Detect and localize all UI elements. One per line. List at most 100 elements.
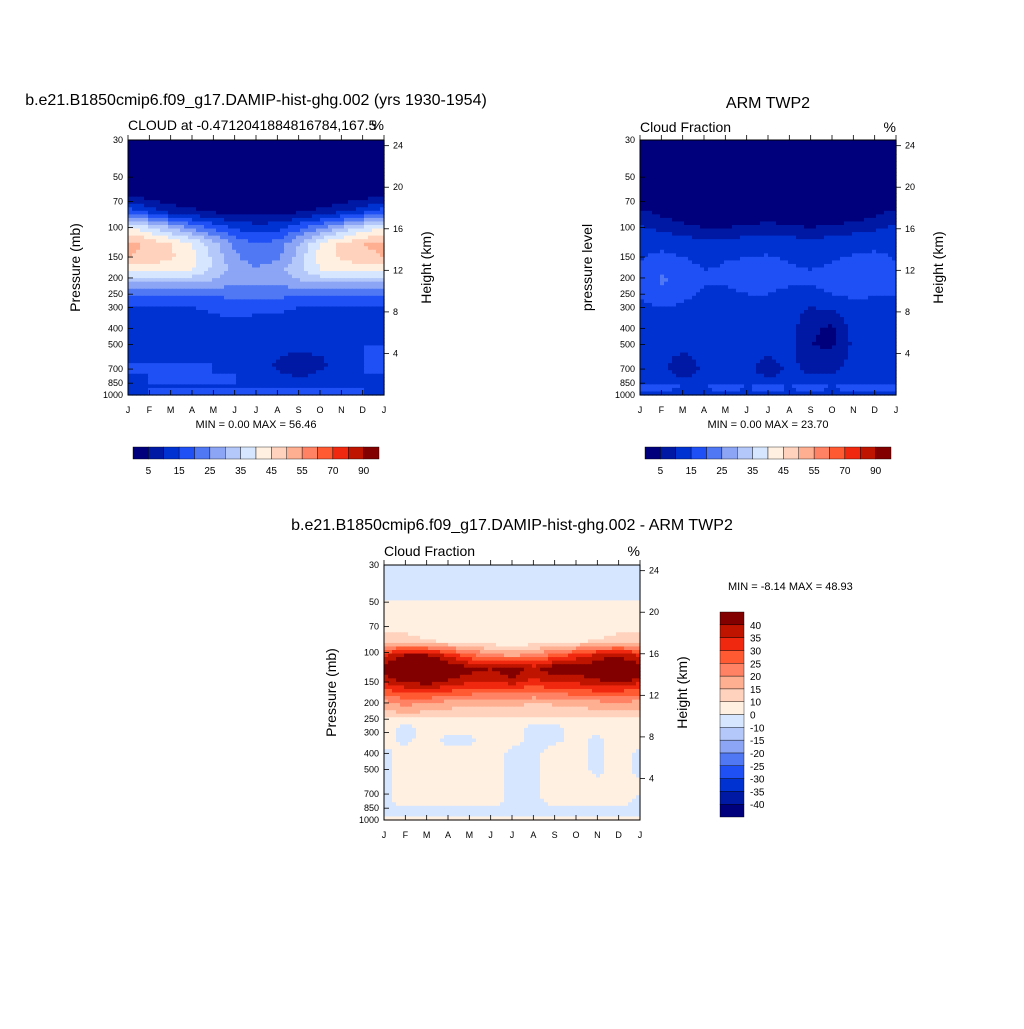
contour-cell bbox=[300, 243, 305, 247]
contour-cell bbox=[256, 161, 261, 165]
contour-cell bbox=[204, 275, 209, 279]
contour-cell bbox=[304, 250, 309, 254]
contour-cell bbox=[228, 264, 233, 268]
contour-cell bbox=[232, 161, 237, 165]
contour-cell bbox=[664, 144, 669, 148]
contour-cell bbox=[344, 197, 349, 201]
contour-cell bbox=[248, 310, 253, 314]
contour-cell bbox=[348, 324, 353, 328]
contour-cell bbox=[308, 260, 313, 264]
contour-cell bbox=[348, 360, 353, 364]
contour-cell bbox=[356, 335, 361, 339]
contour-cell bbox=[176, 172, 181, 176]
contour-cell bbox=[348, 377, 353, 381]
contour-cell bbox=[176, 154, 181, 158]
contour-cell bbox=[836, 140, 841, 144]
contour-cell bbox=[172, 349, 177, 353]
contour-cell bbox=[356, 147, 361, 151]
contour-cell bbox=[204, 151, 209, 155]
contour-cell bbox=[296, 363, 301, 367]
contour-cell bbox=[172, 221, 177, 225]
contour-cell bbox=[292, 328, 297, 332]
contour-cell bbox=[148, 204, 153, 208]
contour-cell bbox=[372, 338, 377, 342]
contour-cell bbox=[236, 292, 241, 296]
contour-cell bbox=[268, 324, 273, 328]
contour-cell bbox=[196, 285, 201, 289]
contour-cell bbox=[788, 151, 793, 155]
colorbar-swatch bbox=[256, 447, 271, 459]
contour-cell bbox=[204, 218, 209, 222]
contour-cell bbox=[360, 144, 365, 148]
contour-cell bbox=[152, 353, 157, 357]
contour-cell bbox=[176, 207, 181, 211]
contour-cell bbox=[332, 271, 337, 275]
contour-cell bbox=[140, 179, 145, 183]
contour-cell bbox=[224, 271, 229, 275]
contour-cell bbox=[876, 151, 881, 155]
contour-cell bbox=[316, 229, 321, 233]
contour-cell bbox=[236, 211, 241, 215]
contour-cell bbox=[304, 331, 309, 335]
contour-cell bbox=[664, 140, 669, 144]
contour-cell bbox=[200, 303, 205, 307]
contour-cell bbox=[352, 338, 357, 342]
contour-cell bbox=[364, 197, 369, 201]
contour-cell bbox=[284, 257, 289, 261]
contour-cell bbox=[288, 289, 293, 293]
contour-cell bbox=[228, 275, 233, 279]
contour-cell bbox=[196, 335, 201, 339]
contour-cell bbox=[312, 374, 317, 378]
contour-cell bbox=[164, 179, 169, 183]
contour-cell bbox=[340, 207, 345, 211]
contour-cell bbox=[132, 257, 137, 261]
contour-cell bbox=[192, 204, 197, 208]
contour-cell bbox=[280, 335, 285, 339]
contour-cell bbox=[308, 331, 313, 335]
contour-cell bbox=[360, 207, 365, 211]
contour-cell bbox=[808, 151, 813, 155]
contour-cell bbox=[296, 321, 301, 325]
contour-cell bbox=[284, 147, 289, 151]
contour-cell bbox=[372, 151, 377, 155]
contour-cell bbox=[376, 200, 381, 204]
contour-cell bbox=[340, 161, 345, 165]
contour-cell bbox=[376, 144, 381, 148]
contour-cell bbox=[676, 151, 681, 155]
contour-cell bbox=[208, 321, 213, 325]
contour-cell bbox=[316, 303, 321, 307]
contour-cell bbox=[140, 349, 145, 353]
contour-cell bbox=[288, 370, 293, 374]
contour-cell bbox=[300, 268, 305, 272]
contour-cell bbox=[216, 151, 221, 155]
contour-cell bbox=[144, 278, 149, 282]
contour-cell bbox=[328, 221, 333, 225]
contour-cell bbox=[296, 331, 301, 335]
contour-cell bbox=[688, 140, 693, 144]
contour-cell bbox=[324, 257, 329, 261]
contour-cell bbox=[220, 314, 225, 318]
contour-cell bbox=[144, 285, 149, 289]
contour-cell bbox=[364, 175, 369, 179]
contour-cell bbox=[356, 289, 361, 293]
colorbar-label: 70 bbox=[327, 466, 339, 477]
contour-cell bbox=[320, 342, 325, 346]
contour-cell bbox=[376, 331, 381, 335]
contour-cell bbox=[324, 214, 329, 218]
contour-cell bbox=[308, 345, 313, 349]
contour-cell bbox=[344, 147, 349, 151]
contour-cell bbox=[260, 367, 265, 371]
contour-cell bbox=[240, 356, 245, 360]
contour-cell bbox=[328, 183, 333, 187]
contour-cell bbox=[340, 349, 345, 353]
contour-cell bbox=[300, 321, 305, 325]
contour-cell bbox=[328, 342, 333, 346]
contour-cell bbox=[188, 207, 193, 211]
contour-cell bbox=[376, 190, 381, 194]
contour-cell bbox=[260, 345, 265, 349]
contour-cell bbox=[180, 363, 185, 367]
contour-cell bbox=[164, 353, 169, 357]
contour-cell bbox=[252, 239, 257, 243]
contour-cell bbox=[148, 360, 153, 364]
contour-cell bbox=[176, 211, 181, 215]
